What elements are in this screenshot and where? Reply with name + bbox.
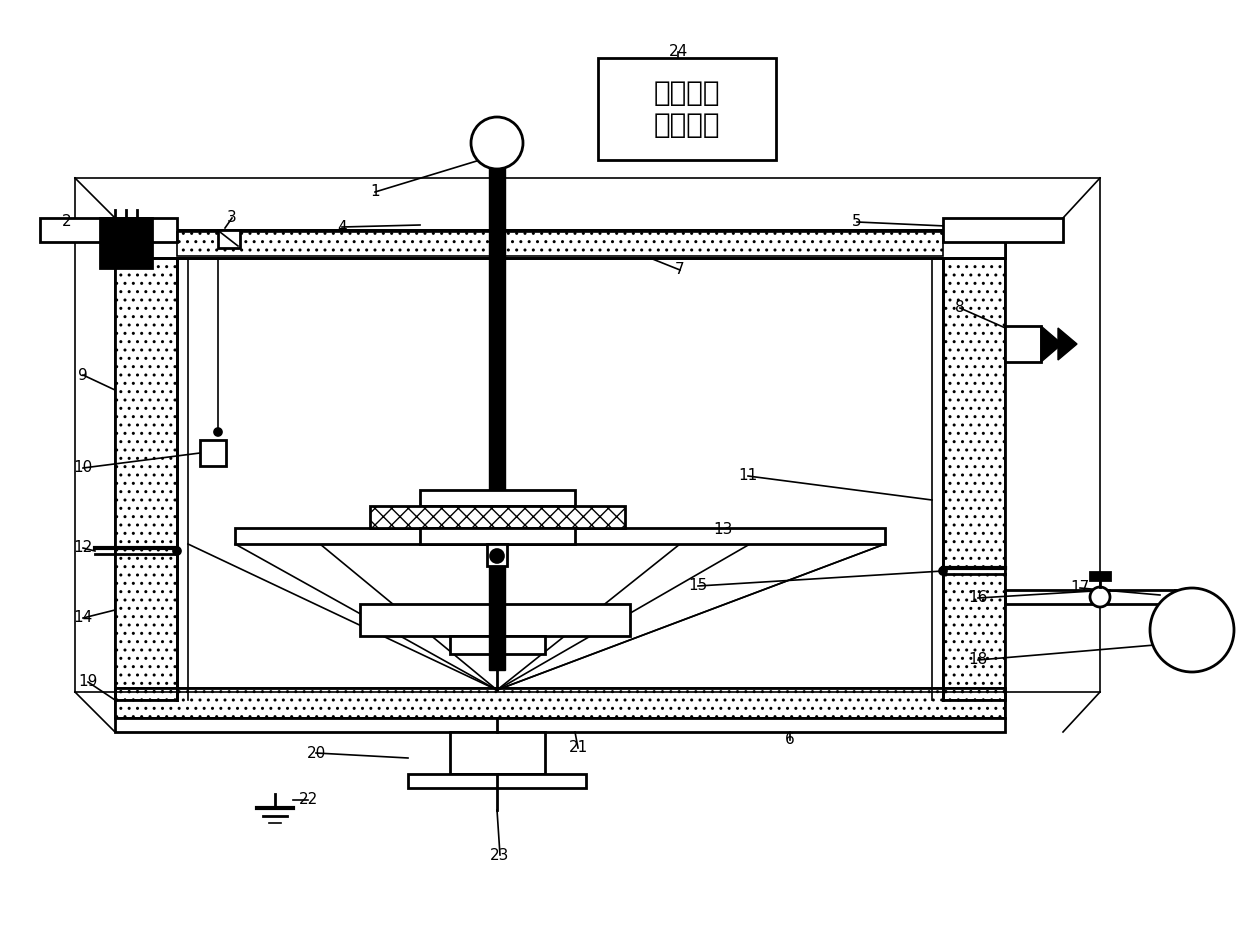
Text: 12: 12	[73, 541, 93, 556]
Bar	[115, 718, 1004, 732]
Bar	[1004, 326, 1042, 362]
Circle shape	[1149, 588, 1234, 672]
Bar	[115, 688, 1004, 718]
Text: 3: 3	[227, 210, 237, 226]
Text: 23: 23	[490, 847, 510, 863]
Text: 10: 10	[73, 461, 93, 475]
Bar	[370, 506, 625, 528]
Bar	[115, 230, 1004, 258]
Text: 20: 20	[306, 745, 326, 761]
Bar	[408, 774, 587, 788]
Bar	[450, 732, 546, 774]
Circle shape	[490, 549, 503, 563]
Text: 19: 19	[78, 675, 98, 689]
Text: 1: 1	[371, 185, 379, 200]
Bar	[450, 636, 546, 654]
Bar	[100, 218, 153, 268]
Text: 13: 13	[713, 523, 733, 538]
Bar	[236, 528, 885, 544]
Circle shape	[939, 567, 947, 575]
Bar	[115, 232, 177, 700]
Bar	[115, 688, 1004, 718]
Text: 18: 18	[968, 652, 987, 667]
Text: 8: 8	[955, 301, 965, 315]
Polygon shape	[1058, 328, 1078, 360]
Circle shape	[1090, 587, 1110, 607]
Text: 24: 24	[668, 45, 688, 59]
Text: 2: 2	[62, 214, 72, 229]
Text: 21: 21	[568, 741, 588, 756]
Bar	[420, 490, 575, 506]
Bar	[942, 232, 1004, 700]
Text: 17: 17	[1070, 581, 1090, 596]
Bar	[489, 160, 505, 670]
Bar	[200, 440, 226, 466]
Text: 4: 4	[337, 220, 347, 234]
Bar	[487, 544, 507, 566]
Bar	[942, 232, 1004, 700]
Text: 11: 11	[738, 468, 758, 484]
Circle shape	[215, 428, 222, 436]
Text: 6: 6	[785, 732, 795, 747]
Circle shape	[471, 117, 523, 169]
Bar	[360, 604, 630, 636]
Bar	[1090, 572, 1110, 580]
Text: 14: 14	[73, 610, 93, 625]
Text: 5: 5	[852, 214, 862, 229]
Bar	[598, 58, 776, 160]
Bar	[177, 232, 942, 256]
Text: 9: 9	[78, 367, 88, 383]
Text: 16: 16	[968, 590, 988, 605]
Bar	[942, 218, 1063, 242]
Bar	[115, 232, 177, 700]
Bar	[420, 528, 575, 544]
Text: 22: 22	[299, 792, 317, 807]
Bar	[40, 218, 177, 242]
Text: 工况电压
发生装置: 工况电压 发生装置	[653, 79, 720, 139]
Circle shape	[174, 547, 181, 555]
Polygon shape	[1042, 326, 1061, 362]
Bar	[218, 230, 241, 248]
Text: 7: 7	[676, 263, 684, 277]
Text: 15: 15	[688, 579, 708, 593]
